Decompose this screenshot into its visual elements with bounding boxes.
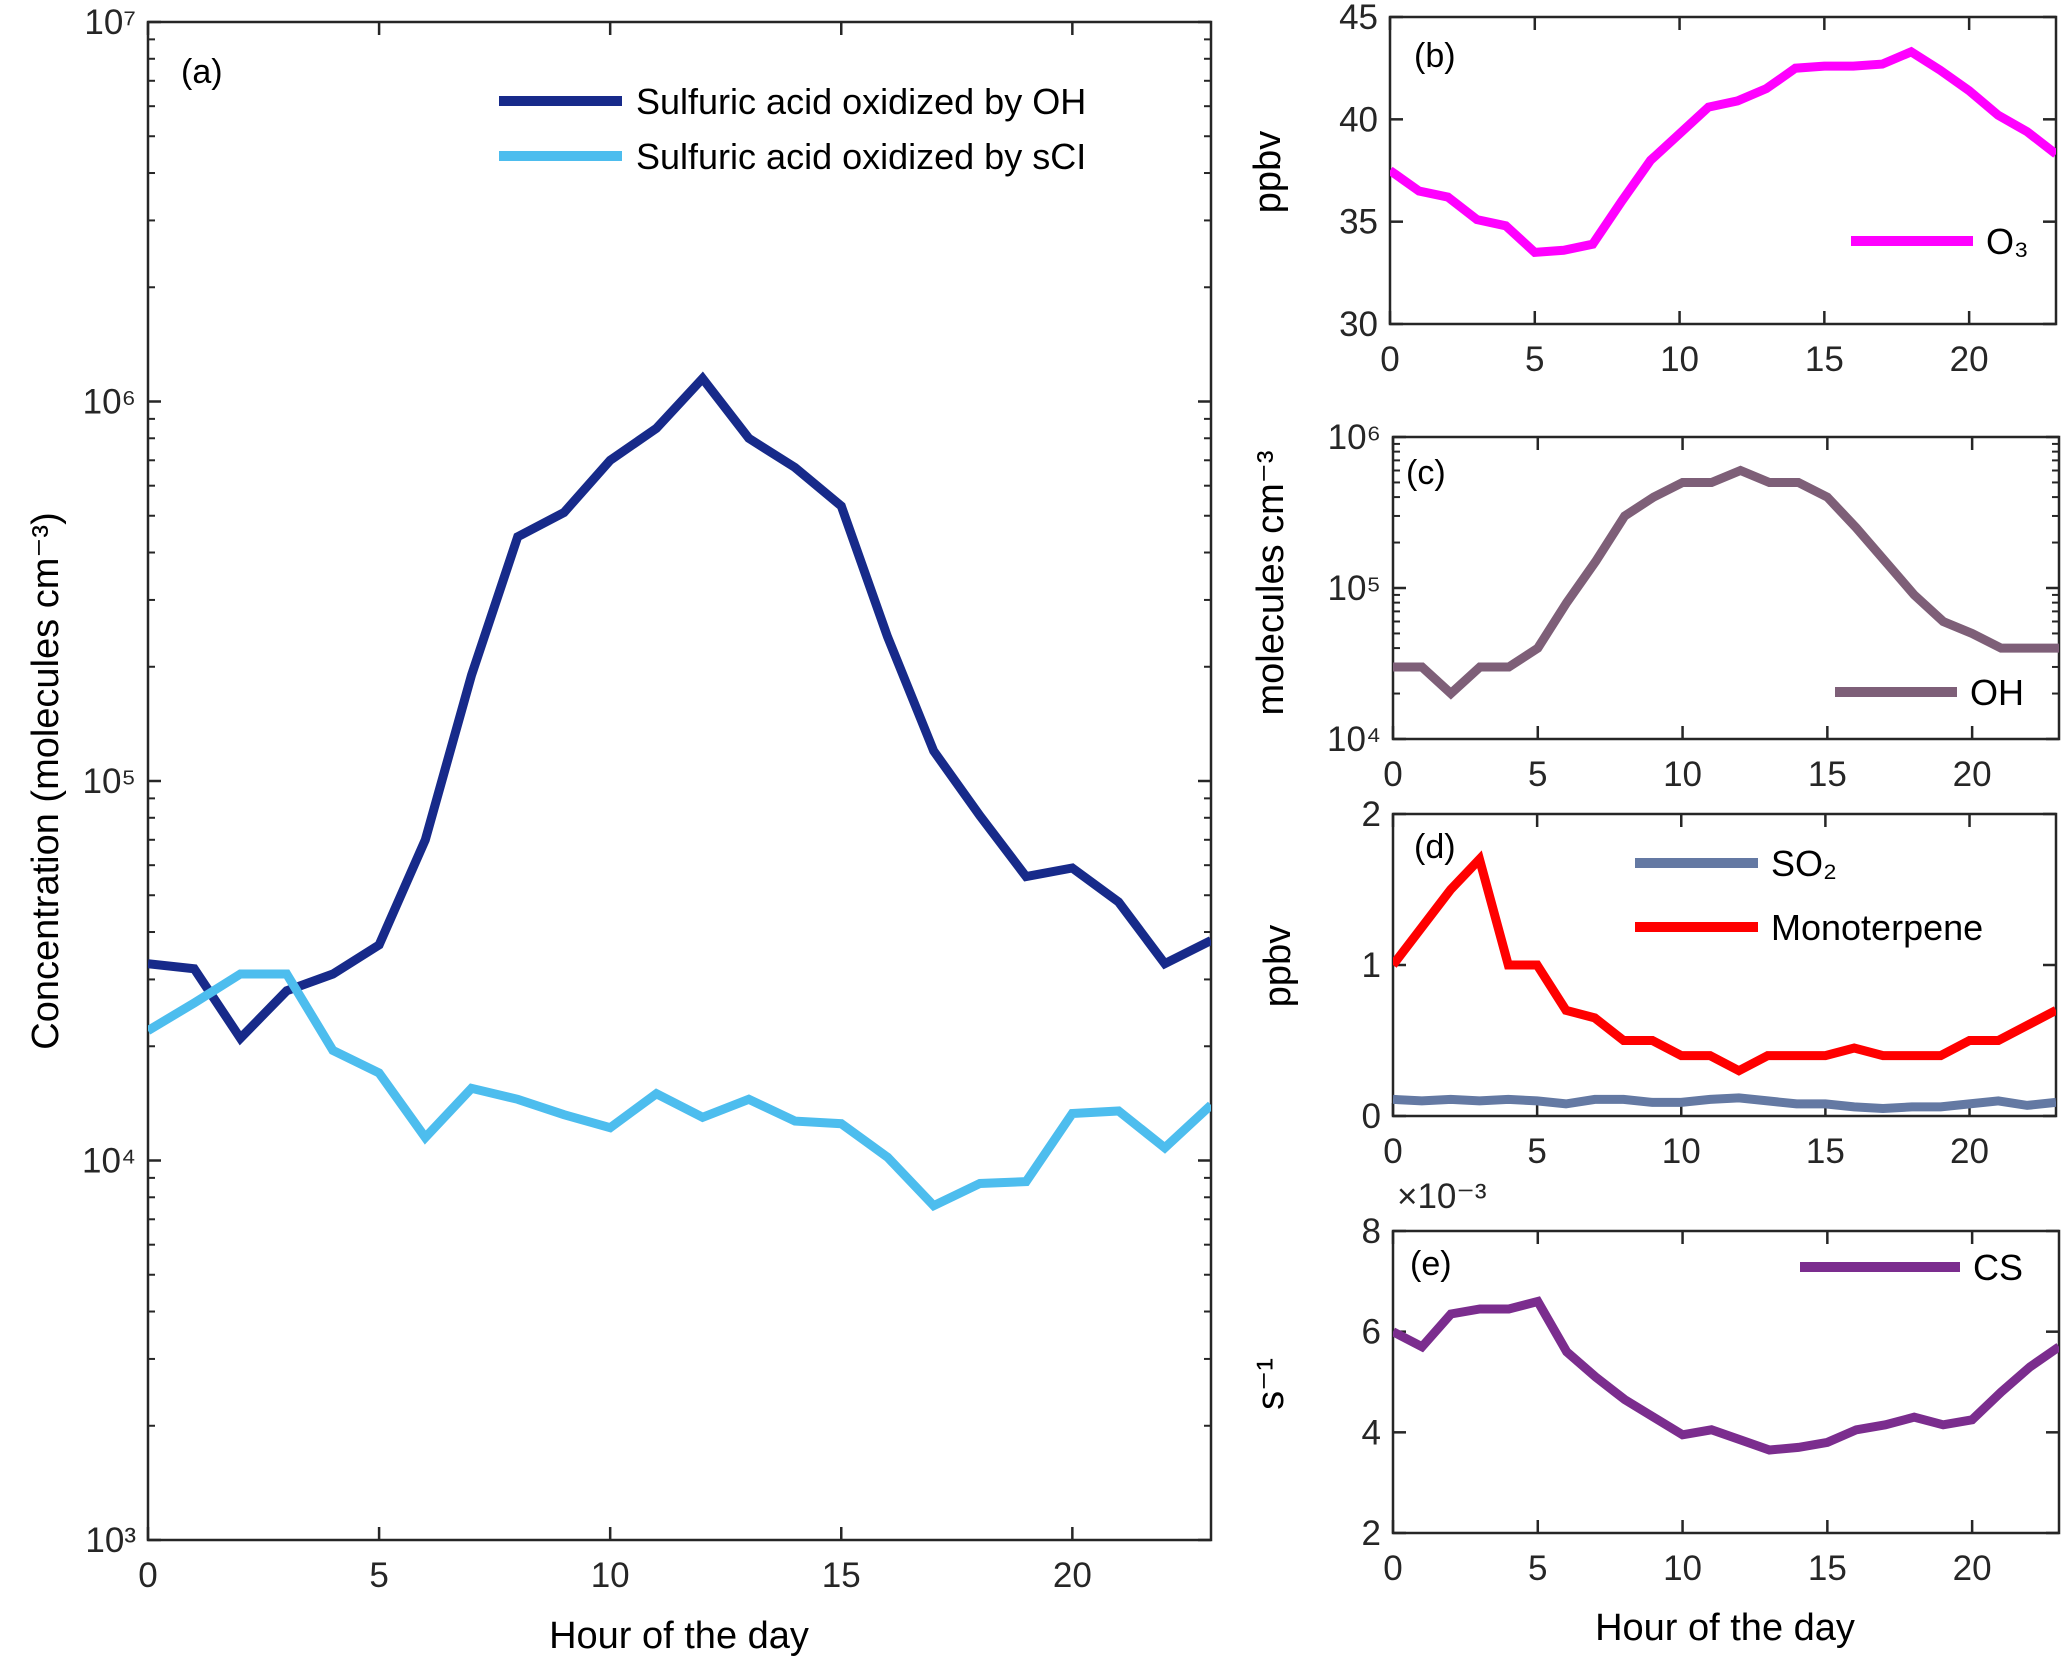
axes-box	[1388, 15, 2058, 326]
x-tick-label: 15	[1808, 1549, 1847, 1588]
x-tick-label: 5	[1527, 1132, 1546, 1171]
x-tick-label: 0	[1383, 1132, 1402, 1171]
y-tick-label: 10⁶	[83, 383, 136, 422]
x-tick-label: 0	[1380, 340, 1399, 379]
legend-label: OH	[1970, 672, 2024, 713]
y-tick-label: 40	[1339, 100, 1378, 139]
series-line-a-0	[148, 371, 1211, 1046]
panel-a: 0 5 10 15 20 10³ 10⁴ 10⁵ 10⁶ 10⁷ Sulfuric acid oxi…	[25, 3, 1213, 1657]
y-tick-label: 0	[1362, 1097, 1381, 1136]
y-tick-label: 2	[1362, 795, 1381, 834]
panel-b: 0 5 10 15 20 30 35 40 45 O₃ (b) ppbv	[1247, 0, 2058, 379]
panel-label: (c)	[1406, 454, 1446, 492]
y-tick-label: 10⁶	[1328, 418, 1381, 457]
y-tick-label: 10⁵	[83, 762, 136, 801]
legend-label: SO₂	[1771, 843, 1837, 884]
series-line-c-0	[1393, 465, 2059, 700]
y-tick-label: 35	[1339, 203, 1378, 242]
y-tick-label: 10⁴	[82, 1142, 136, 1181]
x-axis-label: Hour of the day	[1595, 1607, 1855, 1649]
x-tick-label: 15	[1806, 1132, 1845, 1171]
x-tick-label: 15	[1808, 755, 1847, 794]
x-tick-label: 5	[1525, 340, 1544, 379]
x-tick-label: 0	[1383, 755, 1402, 794]
x-tick-label: 5	[1528, 1549, 1547, 1588]
y-axis-label: ppbv	[1247, 131, 1289, 213]
x-tick-label: 20	[1053, 1556, 1092, 1595]
x-tick-label: 10	[1662, 1132, 1701, 1171]
panel-e: 0 5 10 15 20 2 4 6 8 CS (e) s⁻¹ Hour of the day ×10⁻³	[1250, 1177, 2061, 1649]
y-axis-label: ppbv	[1257, 925, 1299, 1007]
panel-label: (b)	[1414, 37, 1456, 75]
series-line-d-1	[1393, 850, 2056, 1076]
y-tick-label: 30	[1339, 305, 1378, 344]
legend-label: Sulfuric acid oxidized by sCI	[636, 136, 1086, 177]
panel-d: 0 5 10 15 20 0 1 2 SO₂ Monoterpene (d) ppbv	[1257, 795, 2058, 1171]
x-tick-label: 5	[369, 1556, 388, 1595]
panel-label: (d)	[1414, 828, 1456, 866]
y-tick-label: 10⁴	[1327, 720, 1381, 759]
y-tick-label: 8	[1362, 1212, 1381, 1251]
x-tick-label: 10	[1660, 340, 1699, 379]
x-tick-label: 0	[1383, 1549, 1402, 1588]
y-tick-label: 45	[1339, 0, 1378, 37]
y-axis-label: molecules cm⁻³	[1250, 451, 1292, 716]
x-tick-label: 20	[1950, 340, 1989, 379]
panel-label: (a)	[181, 53, 223, 91]
y-multiplier-label: ×10⁻³	[1397, 1177, 1487, 1216]
y-tick-label: 10⁷	[84, 3, 136, 42]
axes-box	[146, 20, 1213, 1542]
x-tick-label: 10	[1663, 755, 1702, 794]
legend-label: O₃	[1986, 221, 2029, 262]
legend-label: Monoterpene	[1771, 907, 1983, 948]
x-tick-label: 20	[1953, 755, 1992, 794]
x-tick-label: 10	[1663, 1549, 1702, 1588]
y-tick-label: 10⁵	[1328, 569, 1381, 608]
series-line-b-0	[1390, 46, 2056, 258]
x-tick-label: 5	[1528, 755, 1547, 794]
x-tick-label: 20	[1950, 1132, 1989, 1171]
axes-box	[1391, 435, 2061, 741]
x-tick-label: 0	[138, 1556, 157, 1595]
axes-box	[1391, 1229, 2061, 1535]
x-tick-label: 20	[1953, 1549, 1992, 1588]
legend-label: Sulfuric acid oxidized by OH	[636, 81, 1086, 122]
y-tick-label: 4	[1362, 1413, 1381, 1452]
y-axis-label: s⁻¹	[1250, 1358, 1292, 1410]
x-tick-label: 15	[1805, 340, 1844, 379]
y-tick-label: 6	[1362, 1313, 1381, 1352]
series-line-d-0	[1393, 1093, 2056, 1114]
y-tick-label: 10³	[85, 1521, 136, 1560]
y-tick-label: 2	[1362, 1514, 1381, 1553]
y-axis-label: Concentration (molecules cm⁻³)	[25, 512, 67, 1049]
series-line-a-1	[148, 969, 1211, 1212]
y-tick-label: 1	[1362, 946, 1381, 985]
x-tick-label: 10	[591, 1556, 630, 1595]
series-line-e-0	[1393, 1296, 2059, 1455]
panel-label: (e)	[1410, 1245, 1452, 1283]
panel-c: 0 5 10 15 20 10⁴ 10⁵ 10⁶ OH (c) molecules cm⁻³	[1250, 418, 2061, 794]
legend-label: CS	[1973, 1247, 2023, 1288]
x-tick-label: 15	[822, 1556, 861, 1595]
x-axis-label: Hour of the day	[549, 1615, 809, 1657]
